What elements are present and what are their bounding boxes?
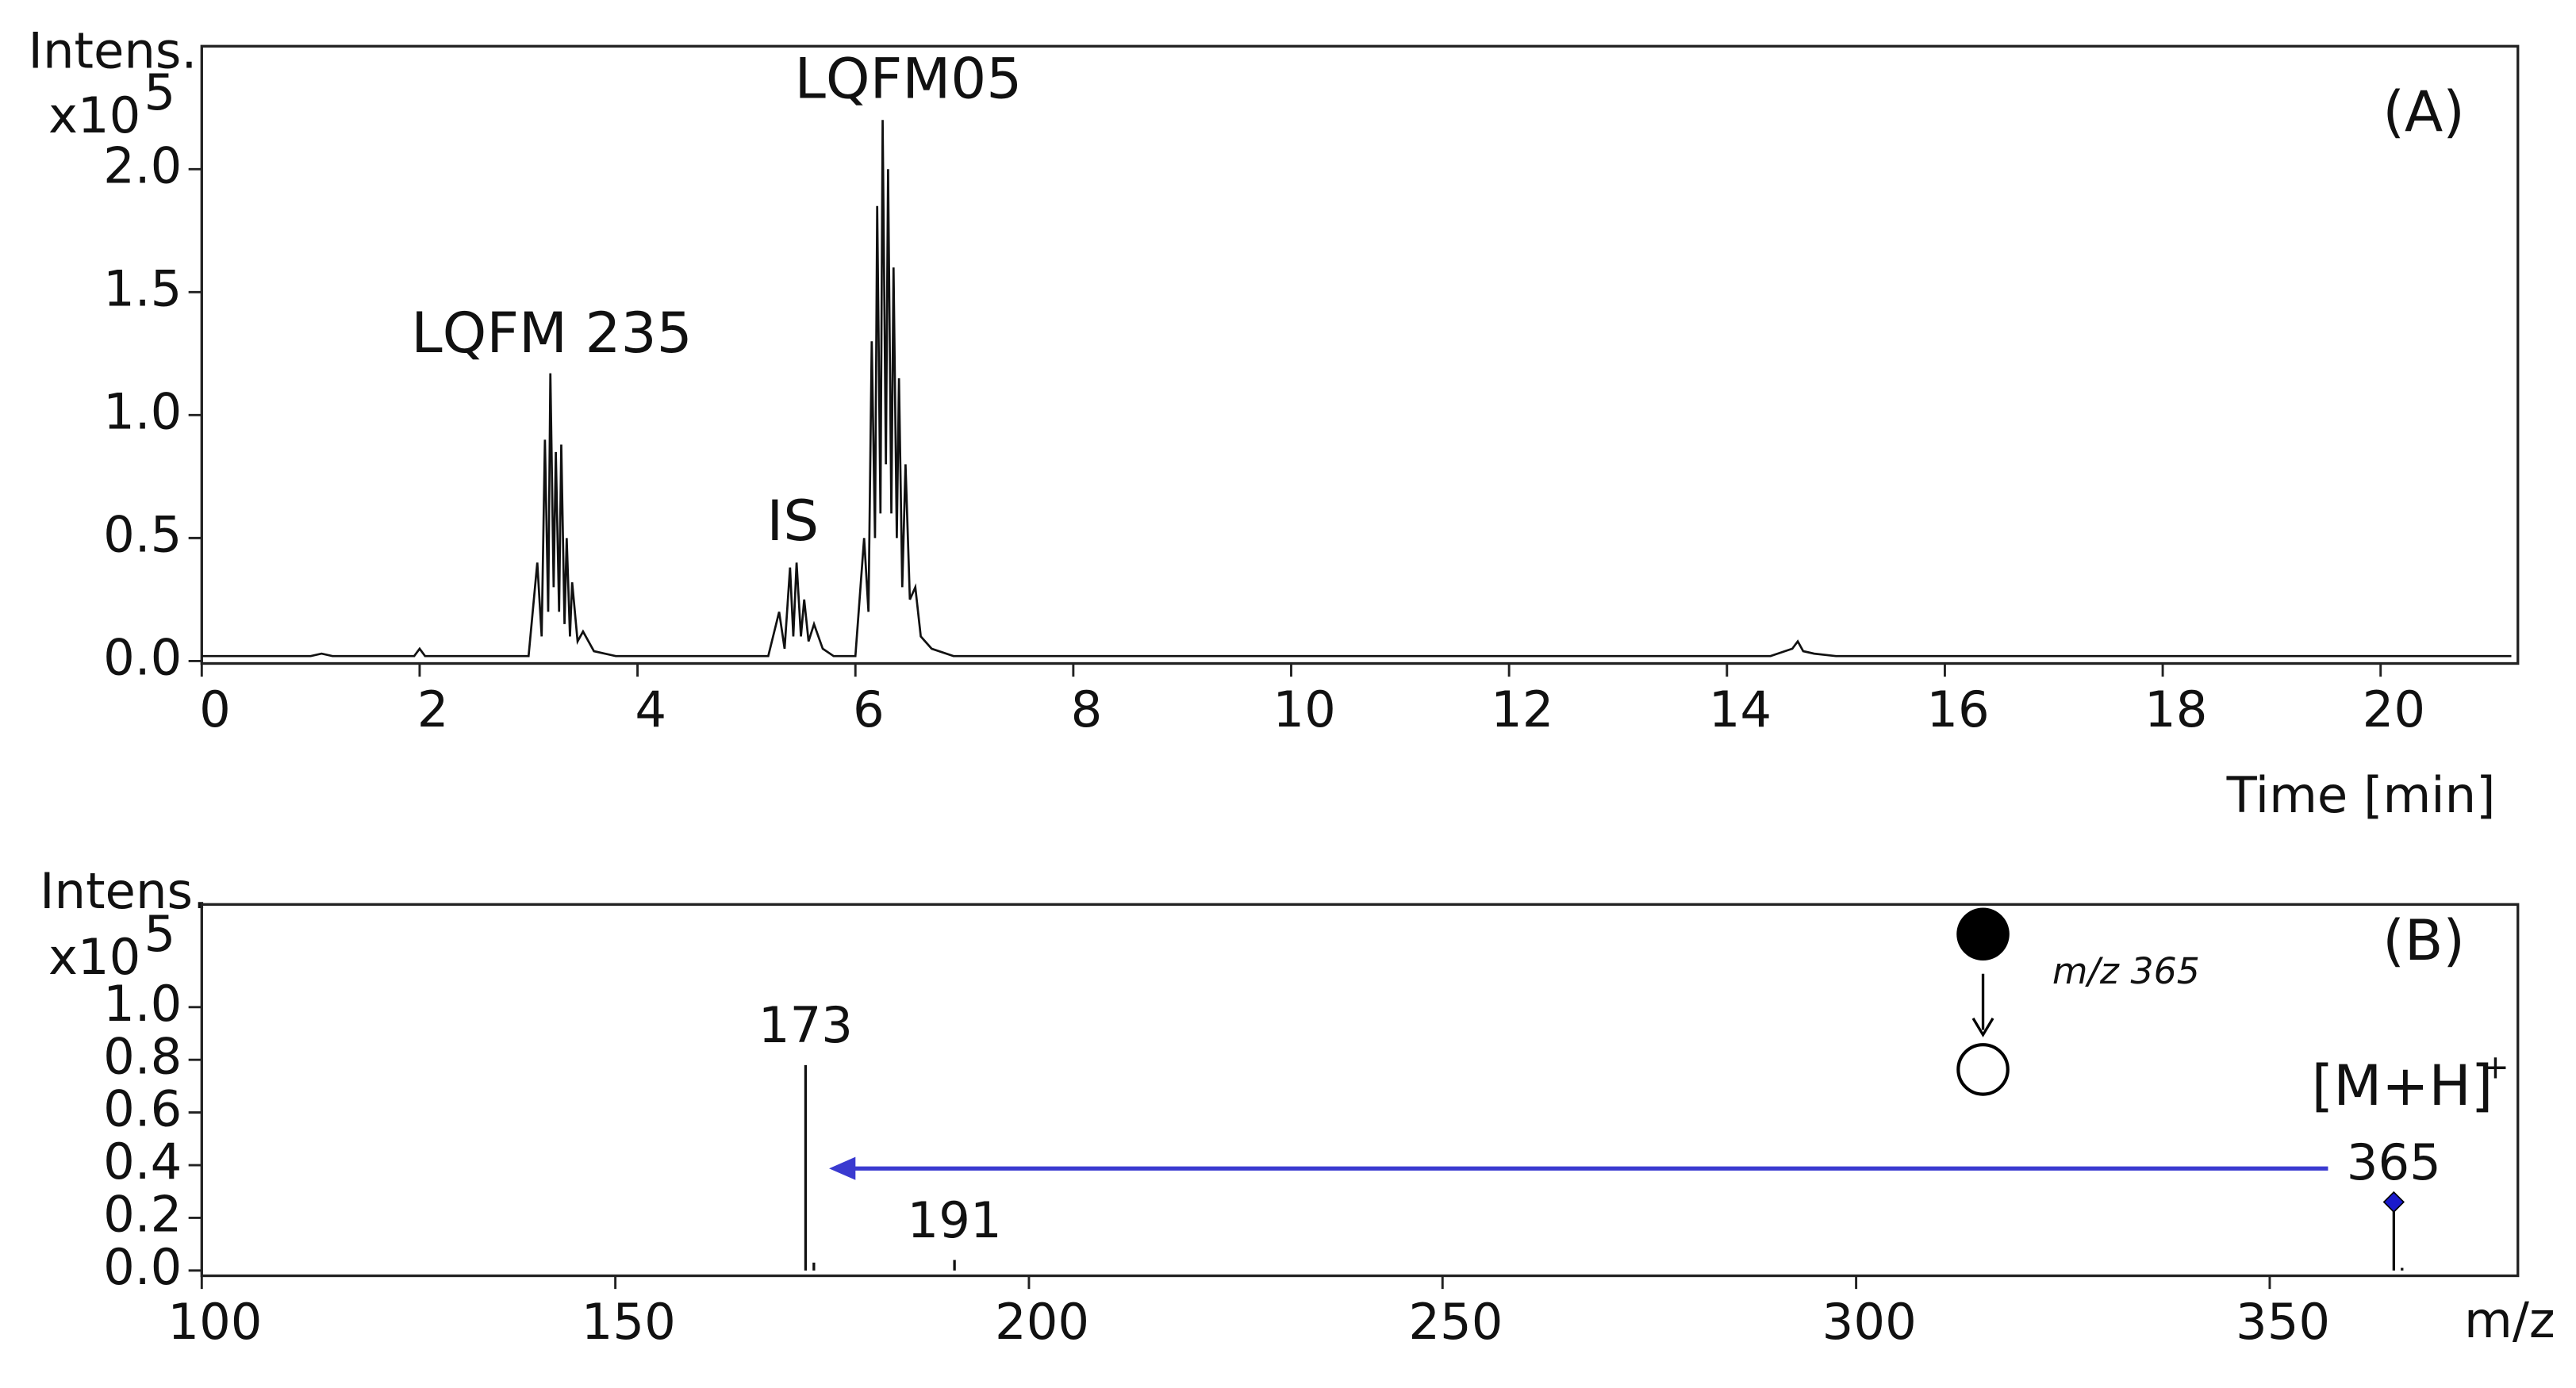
peak-label: 365 <box>2347 1133 2441 1191</box>
y-tick-label: 0.6 <box>103 1080 182 1138</box>
x-tick-label: 150 <box>582 1293 676 1351</box>
y-scale-exponent: 5 <box>144 905 175 963</box>
loss-arrowhead <box>829 1156 856 1180</box>
precursor-marker <box>2382 1191 2405 1214</box>
x-tick-label: 350 <box>2236 1293 2330 1351</box>
annotation: LQFM 235 <box>411 300 692 366</box>
annotation: IS <box>766 488 819 554</box>
x-tick-label: 12 <box>1491 681 1553 738</box>
y-label: Intens. <box>29 22 198 80</box>
y-scale: x10 <box>48 86 140 144</box>
y-tick-label: 0.5 <box>103 505 182 563</box>
x-tick-label: 100 <box>167 1293 262 1351</box>
x-tick-label: 0 <box>199 681 231 738</box>
y-label: Intens. <box>40 862 209 920</box>
x-tick-label: 8 <box>1071 681 1103 738</box>
scheme-arrowhead <box>1971 1018 1994 1037</box>
annotation: LQFM05 <box>794 46 1022 112</box>
plot-frame <box>200 903 2520 1278</box>
x-tick-label: 16 <box>1926 681 1989 738</box>
y-tick-label: 1.0 <box>103 975 182 1033</box>
x-tick-label: 18 <box>2144 681 2207 738</box>
peak-label: 173 <box>758 996 853 1054</box>
y-tick-label: 0.2 <box>103 1186 182 1244</box>
y-tick-label: 2.0 <box>103 136 182 194</box>
precursor-icon <box>1956 907 2010 961</box>
y-tick-label: 0.0 <box>103 1238 182 1296</box>
y-tick-label: 0.4 <box>103 1133 182 1191</box>
x-tick-label: 6 <box>853 681 885 738</box>
y-tick-label: 0.0 <box>103 628 182 686</box>
ion-charge: + <box>2482 1047 2509 1086</box>
x-tick-label: 300 <box>1822 1293 1917 1351</box>
y-tick-label: 1.5 <box>103 259 182 317</box>
peak-label: 191 <box>908 1191 1002 1249</box>
x-label: m/z <box>2464 1291 2555 1349</box>
fragment-icon <box>1956 1043 2010 1096</box>
y-scale: x10 <box>48 928 140 986</box>
ion-label: [M+H] <box>2312 1053 2493 1118</box>
panel-label: (B) <box>2382 907 2465 973</box>
panel-label: (A) <box>2382 79 2465 144</box>
y-tick-label: 0.8 <box>103 1027 182 1085</box>
x-tick-label: 10 <box>1273 681 1335 738</box>
chromatogram-trace <box>202 120 2512 658</box>
x-tick-label: 200 <box>995 1293 1089 1351</box>
y-tick-label: 1.0 <box>103 382 182 440</box>
y-scale-exponent: 5 <box>144 63 175 121</box>
x-label: Time [min] <box>2226 766 2496 824</box>
x-tick-label: 250 <box>1408 1293 1503 1351</box>
plot-frame <box>200 44 2520 665</box>
x-tick-label: 4 <box>635 681 666 738</box>
precursor-label: m/z 365 <box>2052 950 2200 992</box>
x-tick-label: 2 <box>417 681 449 738</box>
x-tick-label: 14 <box>1709 681 1772 738</box>
x-tick-label: 20 <box>2363 681 2425 738</box>
